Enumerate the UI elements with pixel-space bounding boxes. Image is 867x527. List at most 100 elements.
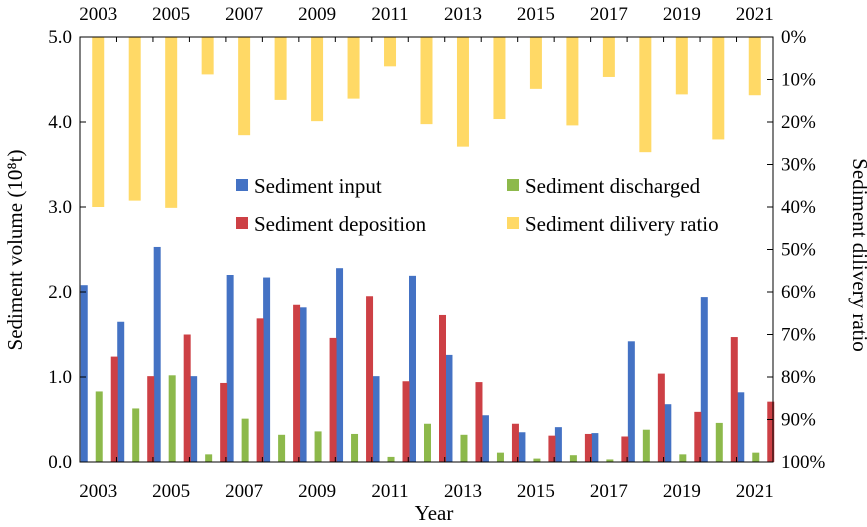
bar-discharged-2013 — [460, 434, 468, 462]
bar-ratio-2007 — [238, 37, 251, 136]
bar-ratio-2016 — [566, 37, 579, 126]
bar-discharged-2018 — [642, 429, 650, 462]
y2-tick-label: 80% — [781, 367, 816, 388]
bar-discharged-2021 — [752, 452, 760, 462]
bar-input-2004 — [117, 321, 125, 462]
legend-label-discharged: Sediment discharged — [525, 174, 701, 198]
legend-swatch-ratio — [507, 217, 519, 229]
y-tick-label: 0.0 — [48, 452, 72, 473]
x-tick-label: 2021 — [736, 481, 774, 502]
bar-ratio-2010 — [347, 37, 360, 99]
bar-input-2012 — [409, 275, 416, 462]
bar-deposition-2021 — [767, 401, 775, 462]
bar-deposition-2004 — [147, 376, 155, 462]
bar-input-2021 — [737, 392, 745, 462]
x-tick-label: 2015 — [517, 481, 555, 502]
legend: Sediment input Sediment discharged Sedim… — [236, 174, 719, 236]
y2-tick-label: 40% — [781, 197, 816, 218]
bar-ratio-2009 — [311, 37, 324, 122]
bar-ratio-2006 — [201, 37, 214, 75]
bar-ratio-2008 — [274, 37, 287, 100]
legend-label-input: Sediment input — [254, 174, 382, 198]
y2-tick-label: 30% — [781, 155, 816, 176]
y2-tick-label: 20% — [781, 112, 816, 133]
x-tick-label: 2017 — [590, 481, 628, 502]
bar-deposition-2016 — [584, 433, 592, 462]
y-tick-label: 1.0 — [48, 367, 72, 388]
x-axis-title: Year — [415, 501, 454, 525]
y2-tick-label: 90% — [781, 410, 816, 431]
y2-tick-label: 70% — [781, 325, 816, 346]
bar-discharged-2012 — [424, 423, 431, 462]
bar-deposition-2013 — [475, 382, 483, 462]
bar-discharged-2009 — [314, 431, 322, 462]
bar-deposition-2012 — [439, 314, 446, 462]
legend-swatch-discharged — [507, 179, 519, 191]
bar-deposition-2009 — [329, 337, 337, 462]
bar-input-2019 — [664, 404, 672, 462]
bar-discharged-2015 — [533, 458, 541, 462]
legend-label-ratio: Sediment dilivery ratio — [525, 212, 719, 236]
bar-input-2011 — [372, 376, 380, 462]
legend-swatch-input — [236, 179, 248, 191]
x-tick-label: 2007 — [225, 481, 263, 502]
bar-deposition-2020 — [730, 337, 738, 462]
bar-ratio-2017 — [602, 37, 615, 77]
x-tick-label: 2013 — [444, 481, 482, 502]
x2-tick-label: 2019 — [663, 4, 701, 25]
y2-tick-label: 0% — [781, 27, 807, 48]
bar-discharged-2006 — [205, 454, 213, 462]
bar-ratio-2012 — [420, 37, 433, 125]
x-tick-label: 2011 — [371, 481, 408, 502]
bar-input-2016 — [554, 427, 562, 462]
y-tick-label: 2.0 — [48, 282, 72, 303]
bar-discharged-2010 — [351, 433, 359, 462]
bar-ratio-2020 — [712, 37, 725, 140]
y-tick-label: 4.0 — [48, 112, 72, 133]
bar-input-2009 — [299, 307, 307, 462]
x2-tick-label: 2003 — [79, 4, 117, 25]
y2-tick-label: 50% — [781, 240, 816, 261]
bar-input-2007 — [226, 275, 234, 462]
bar-ratio-2019 — [675, 37, 688, 95]
y2-tick-label: 100% — [781, 452, 826, 473]
bar-discharged-2020 — [715, 422, 723, 462]
bar-input-2015 — [518, 432, 526, 462]
bar-ratio-2021 — [748, 37, 761, 96]
bar-input-2005 — [153, 246, 161, 462]
y2-tick-label: 60% — [781, 282, 816, 303]
x2-tick-label: 2015 — [517, 4, 555, 25]
bar-deposition-2010 — [366, 296, 374, 462]
y2-tick-label: 10% — [781, 70, 816, 91]
bar-deposition-2006 — [220, 382, 228, 462]
bar-deposition-2014 — [511, 423, 519, 462]
y-tick-label: 5.0 — [48, 27, 72, 48]
bar-discharged-2014 — [496, 452, 504, 462]
bar-input-2003 — [80, 285, 88, 462]
bar-input-2017 — [591, 433, 599, 462]
bar-deposition-2003 — [110, 356, 118, 462]
bar-input-2018 — [627, 341, 635, 462]
bar-ratio-2003 — [92, 37, 105, 207]
bar-input-2014 — [481, 415, 489, 462]
x2-tick-label: 2011 — [371, 4, 408, 25]
x-tick-label: 2005 — [152, 481, 190, 502]
bar-ratio-2013 — [456, 37, 469, 147]
x2-tick-label: 2009 — [298, 4, 336, 25]
bar-discharged-2017 — [606, 459, 614, 462]
bar-discharged-2019 — [679, 454, 687, 462]
x-tick-label: 2009 — [298, 481, 336, 502]
tick-labels-layer: 0.0 1.0 2.0 3.0 4.0 5.0 0% 10% 20% 30% 40% 50% 60% 70… — [48, 4, 825, 502]
bars-layer — [80, 37, 775, 462]
legend-swatch-deposition — [236, 217, 248, 229]
bar-deposition-2007 — [256, 318, 264, 462]
bar-input-2008 — [263, 277, 271, 462]
x2-tick-label: 2017 — [590, 4, 628, 25]
bar-deposition-2018 — [657, 373, 665, 462]
axes-layer — [79, 36, 774, 463]
bar-input-2010 — [336, 268, 344, 462]
bar-deposition-2019 — [694, 411, 702, 462]
bar-input-2006 — [190, 376, 198, 462]
bar-ratio-2005 — [165, 37, 178, 208]
bar-discharged-2008 — [278, 434, 286, 462]
